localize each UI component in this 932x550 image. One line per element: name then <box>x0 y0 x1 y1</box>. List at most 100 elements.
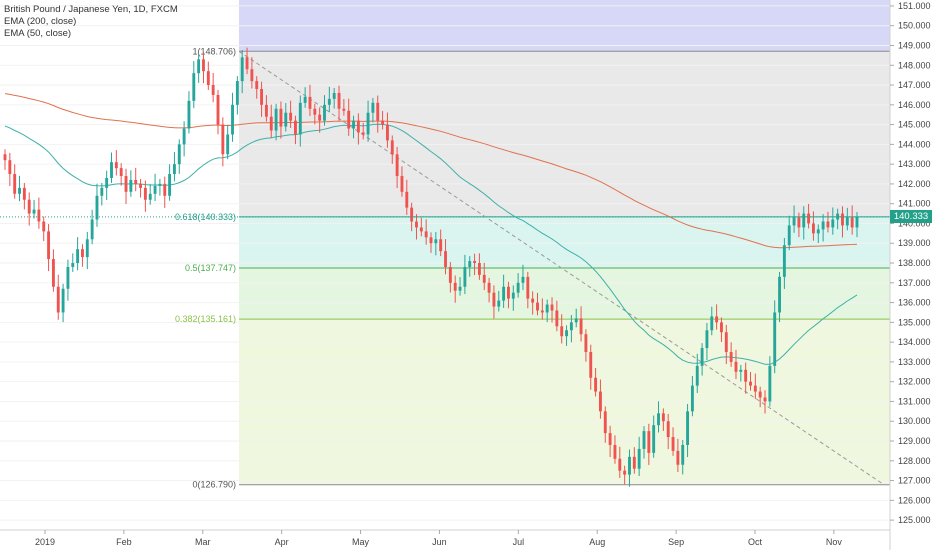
price-tick-label: 133.000 <box>898 357 931 367</box>
price-tick-label: 130.000 <box>898 416 931 426</box>
price-tick-label: 151.000 <box>898 1 931 11</box>
candle-body <box>61 288 65 313</box>
candle-body <box>37 209 41 222</box>
candle-body <box>274 108 278 131</box>
candle-body <box>129 179 133 192</box>
candle-body <box>385 124 389 141</box>
candle-body <box>439 239 443 252</box>
fib-level-label: 1(148.706) <box>192 46 236 56</box>
candle-body <box>816 229 820 234</box>
candle-body <box>361 132 365 135</box>
candle-body <box>497 300 501 307</box>
candle-body <box>342 108 346 111</box>
last-price-badge: 140.333 <box>890 210 932 224</box>
price-tick-label: 127.000 <box>898 476 931 486</box>
fib-level-label: 0.382(135.161) <box>175 314 236 324</box>
candle-body <box>792 217 796 226</box>
ema-50-line <box>4 123 858 365</box>
candle-body <box>613 444 617 459</box>
price-tick-label: 147.000 <box>898 80 931 90</box>
candle-body <box>763 397 767 402</box>
candle-body <box>255 81 259 89</box>
time-tick-label: Jul <box>513 537 525 547</box>
candle-body <box>381 120 385 125</box>
candle-body <box>371 102 375 113</box>
price-tick-label: 129.000 <box>898 436 931 446</box>
candle-body <box>429 237 433 244</box>
candle-body <box>739 369 743 372</box>
legend: British Pound / Japanese Yen, 1D, FXCM E… <box>4 4 178 40</box>
candle-body <box>642 431 646 449</box>
candle-body <box>729 352 733 362</box>
candle-body <box>264 104 268 117</box>
candle-body <box>206 71 210 86</box>
time-tick-label: Jun <box>432 537 447 547</box>
price-tick-label: 143.000 <box>898 159 931 169</box>
legend-symbol: British Pound / Japanese Yen, 1D, FXCM <box>4 4 178 15</box>
candle-body <box>797 217 801 228</box>
candle-body <box>773 312 777 366</box>
candle-body <box>511 292 515 299</box>
price-tick-label: 137.000 <box>898 278 931 288</box>
candle-body <box>56 286 60 313</box>
candle-body <box>332 92 336 99</box>
candle-body <box>671 437 675 451</box>
candle-body <box>695 365 699 386</box>
candle-body <box>231 104 234 135</box>
candle-body <box>550 304 554 311</box>
candle-body <box>545 304 549 313</box>
candle-body <box>366 112 370 135</box>
candle-body <box>700 348 704 366</box>
candle-body <box>831 219 835 228</box>
candle-body <box>163 183 167 196</box>
candle-body <box>463 266 467 287</box>
candle-body <box>536 302 539 311</box>
candle-body <box>569 322 573 331</box>
candle-body <box>560 326 564 337</box>
time-scale: 2019 Feb Mar Apr May Jun Jul Aug Sep Oct Nov <box>35 530 842 547</box>
price-tick-label: 145.000 <box>898 120 931 130</box>
price-tick-label: 142.000 <box>898 179 931 189</box>
candles <box>3 47 859 487</box>
candle-body <box>27 199 31 214</box>
candle-body <box>110 162 113 178</box>
candle-body <box>540 310 544 313</box>
candle-body <box>531 298 535 303</box>
candle-body <box>347 110 351 129</box>
candle-body <box>637 448 641 469</box>
candle-body <box>66 266 70 289</box>
candle-body <box>153 185 157 194</box>
candle-body <box>226 134 230 155</box>
candle-body <box>710 316 714 331</box>
fib-band <box>239 51 890 217</box>
candle-body <box>13 174 17 194</box>
candle-body <box>71 263 75 267</box>
candle-body <box>85 239 89 258</box>
candle-body <box>492 292 496 307</box>
candle-body <box>308 96 312 109</box>
candle-body <box>197 59 201 74</box>
time-tick-label: Apr <box>275 537 289 547</box>
candle-body <box>666 421 670 438</box>
grid <box>0 5 890 521</box>
candle-body <box>240 57 244 82</box>
candle-body <box>172 164 176 175</box>
candle-body <box>143 187 147 200</box>
candle-body <box>652 425 656 453</box>
candle-body <box>216 94 220 125</box>
candle-body <box>395 154 399 177</box>
candle-body <box>768 365 772 402</box>
price-tick-label: 139.000 <box>898 238 931 248</box>
price-tick-label: 144.000 <box>898 139 931 149</box>
candle-body <box>526 276 530 299</box>
candle-body <box>405 191 409 208</box>
candle-body <box>245 57 249 70</box>
candle-body <box>628 456 631 475</box>
candle-body <box>603 411 607 434</box>
candle-body <box>444 251 447 267</box>
candle-body <box>676 450 680 465</box>
candle-body <box>594 377 598 392</box>
ema-200-line <box>4 93 858 249</box>
candle-body <box>182 128 186 145</box>
